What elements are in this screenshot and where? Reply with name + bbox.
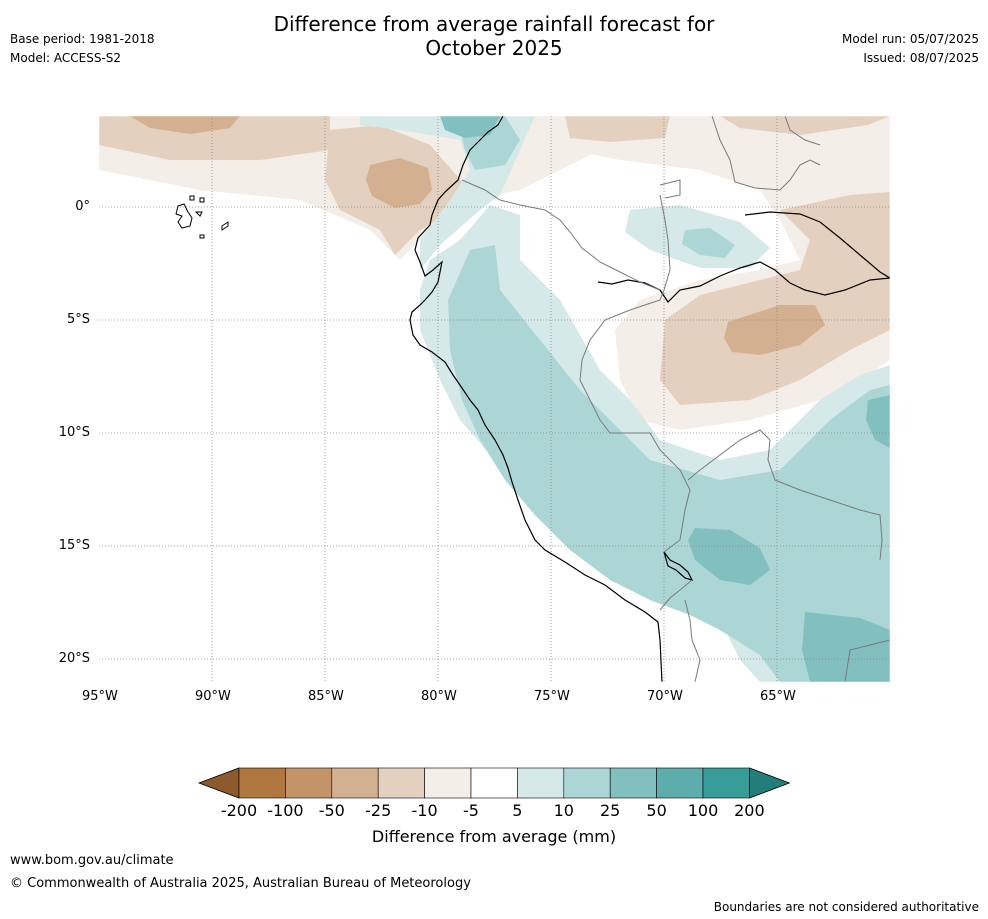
lon-label-80w: 80°W xyxy=(421,689,457,704)
colorbar-tick-label: 100 xyxy=(687,801,719,820)
colorbar-label: Difference from average (mm) xyxy=(371,827,617,846)
lat-label-0: 0° xyxy=(75,199,90,214)
issued-date: Issued: 08/07/2025 xyxy=(863,51,979,65)
lat-label-10s: 10°S xyxy=(58,425,90,440)
colorbar-tick-label: -5 xyxy=(463,801,479,820)
dry-10-east xyxy=(660,192,890,405)
dry-25-northwest xyxy=(130,116,240,134)
title-line-2: October 2025 xyxy=(425,36,563,60)
wet-25-south xyxy=(688,528,770,585)
boundary-disclaimer: Boundaries are not considered authoritat… xyxy=(713,900,979,914)
colorbar-tick-label: 200 xyxy=(734,801,765,820)
gridlines xyxy=(99,116,890,682)
base-period: Base period: 1981-2018 xyxy=(10,32,155,46)
map-frame xyxy=(98,115,891,683)
wet-25-east xyxy=(866,395,890,448)
dry-10-northeast-top xyxy=(565,116,670,142)
colorbar-tick-label: 10 xyxy=(553,801,574,820)
wet-10-main xyxy=(448,245,890,682)
lat-label-20s: 20°S xyxy=(58,651,90,666)
colorbar-tick-label: 50 xyxy=(646,801,667,820)
wet-10-amazon xyxy=(682,228,735,258)
copyright-notice: © Commonwealth of Australia 2025, Austra… xyxy=(10,876,471,891)
title-line-1: Difference from average rainfall forecas… xyxy=(273,12,715,36)
galapagos-islands xyxy=(175,195,229,239)
lon-label-70w: 70°W xyxy=(647,689,683,704)
colorbar-tick-label: 25 xyxy=(600,801,621,820)
wet-25-north xyxy=(440,116,500,138)
dry-10-northeast xyxy=(720,116,890,135)
page-title: Difference from average rainfall forecas… xyxy=(0,12,988,60)
colorbar-tick-label: -25 xyxy=(365,801,392,820)
colorbar-tick-label: -10 xyxy=(411,801,438,820)
negro-river xyxy=(744,211,890,279)
country-borders xyxy=(461,116,890,682)
colorbar-tick-label: 5 xyxy=(512,801,523,820)
pacific-coastline xyxy=(409,116,663,682)
colorbar-tick-label: -100 xyxy=(267,801,304,820)
model-run: Model run: 05/07/2025 xyxy=(841,32,979,46)
lat-label-5s: 5°S xyxy=(66,312,90,327)
map-area xyxy=(99,116,890,682)
lon-label-65w: 65°W xyxy=(760,689,796,704)
colorbar-tick-label: -200 xyxy=(220,801,258,820)
lon-label-90w: 90°W xyxy=(195,689,231,704)
lon-label-95w: 95°W xyxy=(82,689,118,704)
lon-label-75w: 75°W xyxy=(534,689,570,704)
dry-25-east xyxy=(724,305,825,355)
model-name: Model: ACCESS-S2 xyxy=(10,51,122,65)
website-link[interactable]: www.bom.gov.au/climate xyxy=(10,853,174,868)
lon-label-85w: 85°W xyxy=(308,689,344,704)
colorbar-tick-label: -50 xyxy=(318,801,345,820)
wet-25-southeast xyxy=(802,612,890,682)
lat-label-15s: 15°S xyxy=(58,538,90,553)
dry-25-coast xyxy=(366,158,432,208)
anomaly-contours xyxy=(99,116,890,682)
